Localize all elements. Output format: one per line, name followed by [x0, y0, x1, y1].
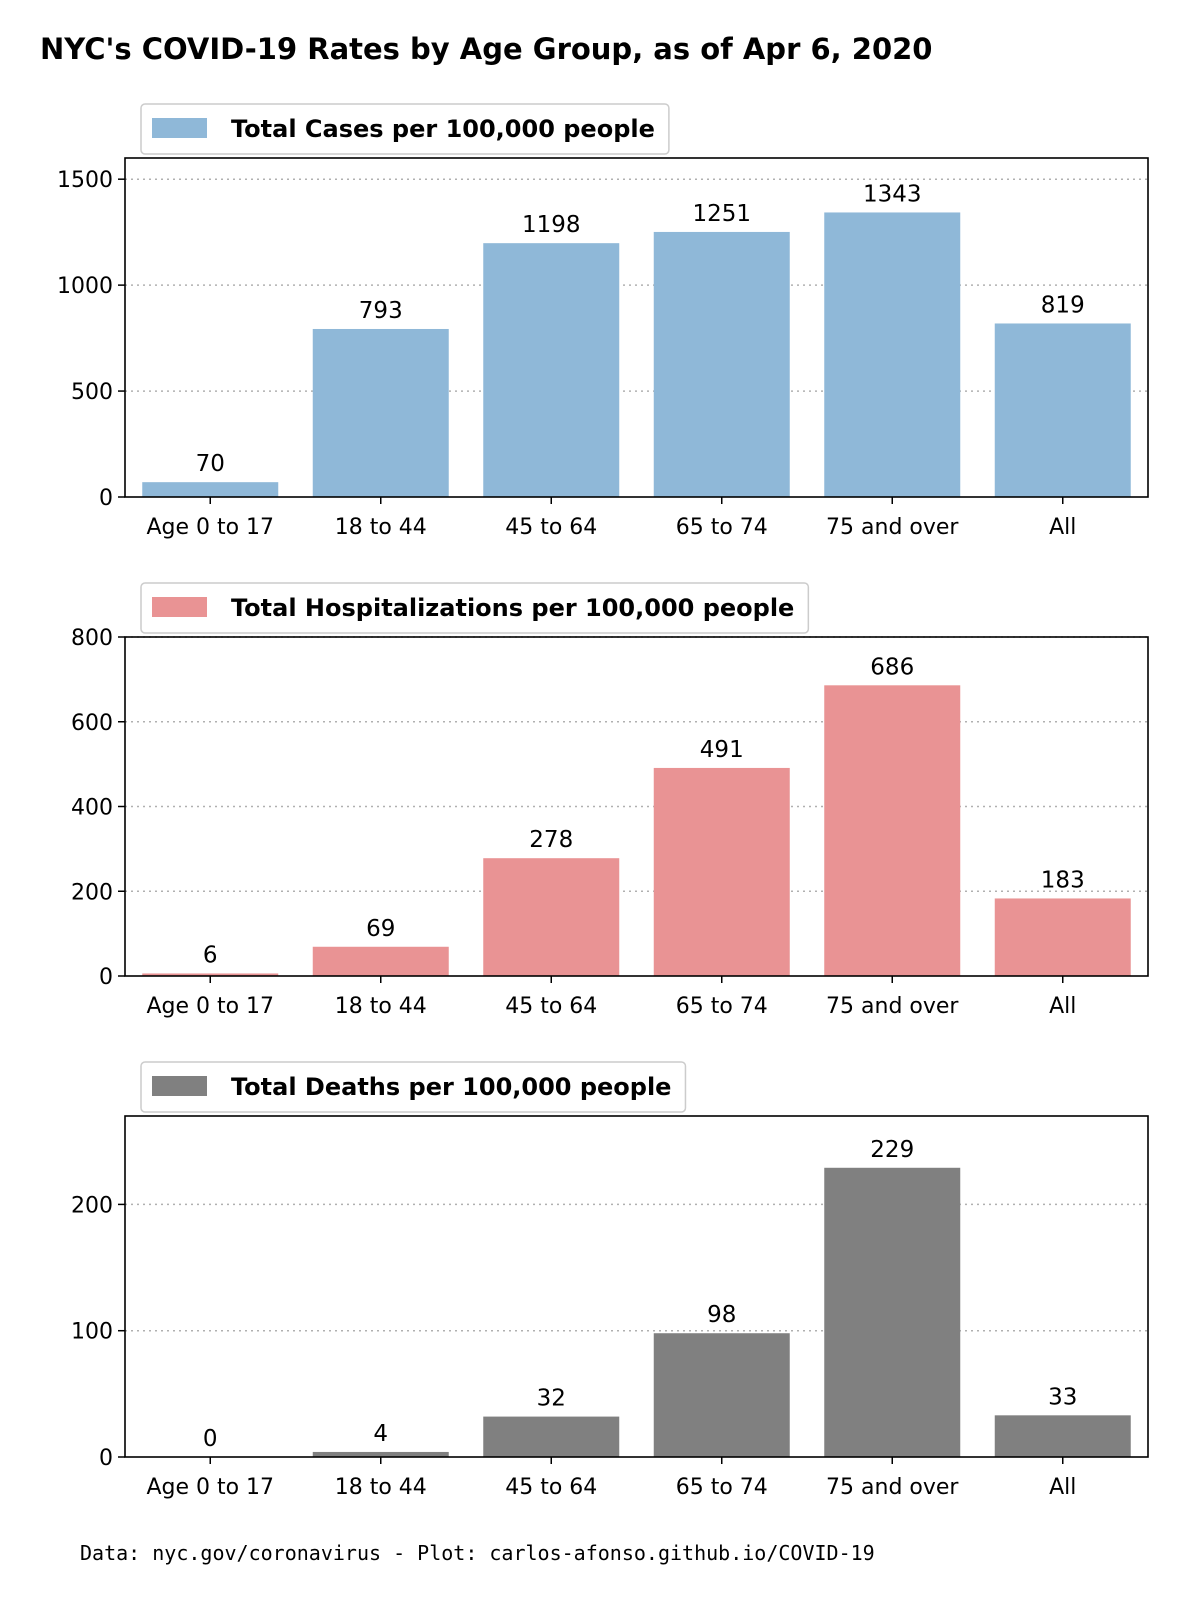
- hospitalizations-legend-box: [140, 582, 810, 634]
- deaths-value-label: 32: [537, 1386, 566, 1412]
- cases-legend: Total Cases per 100,000 people: [140, 103, 670, 155]
- cases-xtick-label: 75 and over: [826, 515, 959, 540]
- hospitalizations-xtick-label: 65 to 74: [676, 994, 768, 1019]
- hospitalizations-xtick-label: 75 and over: [826, 994, 959, 1019]
- cases-ytick-label: 500: [71, 380, 113, 405]
- deaths-value-label: 0: [203, 1426, 218, 1452]
- cases-bar: [994, 323, 1131, 497]
- hospitalizations-ytick-label: 400: [71, 796, 113, 821]
- deaths-value-label: 229: [870, 1137, 914, 1163]
- cases-legend-box: [140, 103, 670, 155]
- hospitalizations-bar: [994, 898, 1131, 976]
- deaths-bar: [994, 1415, 1131, 1457]
- cases-xtick-label: Age 0 to 17: [146, 515, 274, 540]
- hospitalizations-bar: [653, 767, 790, 976]
- chart-footer: Data: nyc.gov/coronavirus - Plot: carlos…: [80, 1541, 875, 1565]
- deaths-value-label: 98: [707, 1302, 736, 1328]
- deaths-xtick-label: 45 to 64: [505, 1475, 597, 1500]
- cases-ytick-label: 0: [99, 486, 113, 511]
- cases-value-label: 70: [196, 451, 225, 477]
- cases-value-label: 1251: [692, 201, 751, 227]
- deaths-ytick-label: 200: [71, 1193, 113, 1218]
- cases-bar: [142, 482, 279, 497]
- cases-panel: 70 793 1198 1251 1343 819 0 500 1000 1500 Age 0 to…: [57, 103, 1149, 540]
- cases-value-label: 819: [1041, 292, 1085, 318]
- hospitalizations-legend-label: Total Hospitalizations per 100,000 peopl…: [231, 594, 794, 622]
- hospitalizations-value-label: 183: [1041, 867, 1085, 893]
- cases-bar: [312, 328, 449, 497]
- deaths-bar: [824, 1167, 961, 1457]
- deaths-legend: Total Deaths per 100,000 people: [140, 1061, 687, 1113]
- chart-title: NYC's COVID-19 Rates by Age Group, as of…: [40, 32, 932, 66]
- deaths-bar: [312, 1451, 449, 1457]
- deaths-legend-swatch: [152, 1076, 207, 1096]
- hospitalizations-xtick-label: 45 to 64: [505, 994, 597, 1019]
- hospitalizations-value-label: 6: [203, 942, 218, 968]
- cases-legend-label: Total Cases per 100,000 people: [231, 115, 655, 143]
- cases-ytick-label: 1500: [57, 168, 113, 193]
- deaths-panel: 0 4 32 98 229 33 0 100 200 Age 0 to 17 18 to 44 45 …: [71, 1061, 1149, 1500]
- hospitalizations-bar: [824, 685, 961, 976]
- hospitalizations-value-label: 69: [366, 916, 395, 942]
- deaths-ytick-label: 100: [71, 1320, 113, 1345]
- cases-legend-swatch: [152, 118, 207, 138]
- hospitalizations-bar: [483, 858, 620, 976]
- deaths-axes-frame: [124, 1115, 1149, 1458]
- hospitalizations-value-label: 686: [870, 654, 914, 680]
- deaths-legend-label: Total Deaths per 100,000 people: [231, 1073, 671, 1101]
- cases-ytick-label: 1000: [57, 274, 113, 299]
- cases-value-label: 1198: [522, 212, 581, 238]
- deaths-bar: [653, 1333, 790, 1457]
- hospitalizations-ytick-label: 200: [71, 880, 113, 905]
- hospitalizations-bar: [142, 973, 279, 976]
- cases-bar: [653, 231, 790, 497]
- cases-bar: [483, 243, 620, 497]
- cases-xtick-label: All: [1049, 515, 1076, 540]
- deaths-ytick-label: 0: [99, 1446, 113, 1471]
- cases-value-label: 1343: [863, 181, 922, 207]
- hospitalizations-panel: 6 69 278 491 686 183 0 200 400 600 800 Age 0 to 17 1…: [71, 582, 1149, 1019]
- deaths-xtick-label: All: [1049, 1475, 1076, 1500]
- hospitalizations-ytick-label: 0: [99, 965, 113, 990]
- hospitalizations-ytick-label: 600: [71, 711, 113, 736]
- hospitalizations-value-label: 491: [700, 737, 744, 763]
- deaths-legend-box: [140, 1061, 687, 1113]
- cases-bar: [824, 212, 961, 497]
- deaths-xtick-label: 75 and over: [826, 1475, 959, 1500]
- hospitalizations-xtick-label: All: [1049, 994, 1076, 1019]
- deaths-xtick-label: 65 to 74: [676, 1475, 768, 1500]
- deaths-value-label: 33: [1048, 1384, 1077, 1410]
- deaths-xtick-label: 18 to 44: [335, 1475, 427, 1500]
- cases-axes-frame: [124, 157, 1149, 498]
- hospitalizations-legend: Total Hospitalizations per 100,000 peopl…: [140, 582, 810, 634]
- hospitalizations-bar: [312, 946, 449, 976]
- cases-xtick-label: 18 to 44: [335, 515, 427, 540]
- hospitalizations-value-label: 278: [529, 827, 573, 853]
- deaths-xtick-label: Age 0 to 17: [146, 1475, 274, 1500]
- hospitalizations-xtick-label: Age 0 to 17: [146, 994, 274, 1019]
- cases-xtick-label: 65 to 74: [676, 515, 768, 540]
- deaths-value-label: 4: [373, 1421, 388, 1447]
- hospitalizations-xtick-label: 18 to 44: [335, 994, 427, 1019]
- hospitalizations-ytick-label: 800: [71, 626, 113, 651]
- cases-xtick-label: 45 to 64: [505, 515, 597, 540]
- hospitalizations-legend-swatch: [152, 597, 207, 617]
- cases-value-label: 793: [359, 298, 403, 324]
- deaths-bar: [483, 1416, 620, 1457]
